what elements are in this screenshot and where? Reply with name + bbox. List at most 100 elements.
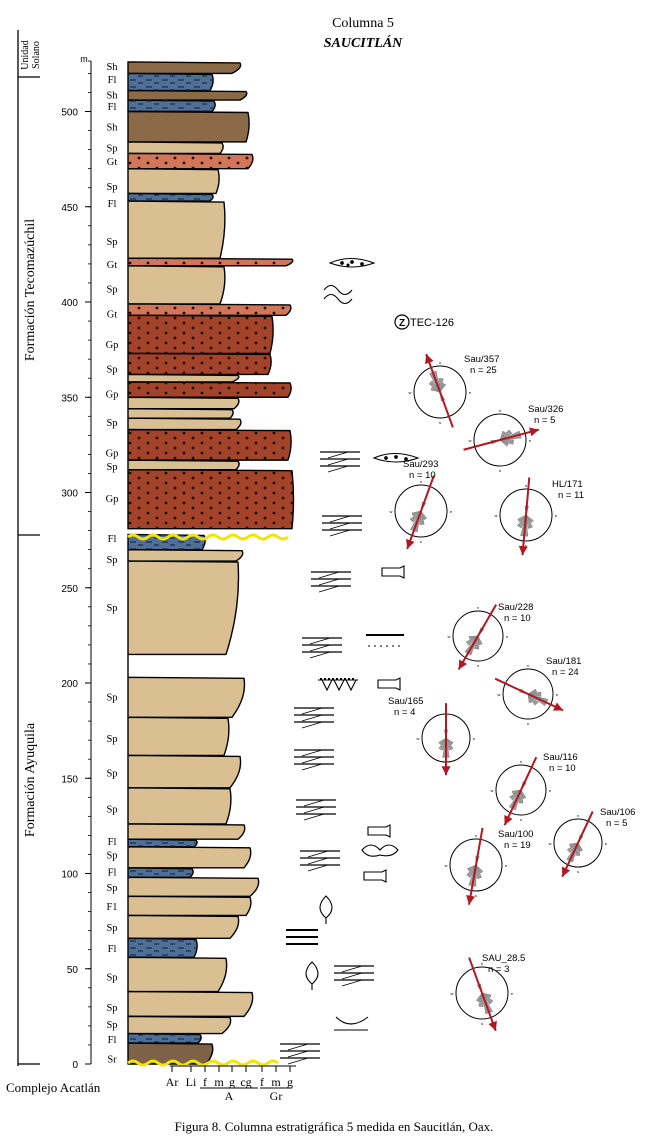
cardinal-label: s (420, 539, 422, 544)
meter-tick-label: 250 (61, 584, 78, 595)
cardinal-label: e (469, 390, 472, 395)
arrow-head (406, 538, 415, 549)
arrow-head (466, 895, 475, 905)
lens-symbol-lower (372, 452, 420, 463)
arrow-head (488, 1020, 497, 1031)
rose-count: n = 11 (558, 490, 584, 501)
paleocurrent-arrow (406, 475, 435, 550)
rose-count: n = 24 (552, 667, 579, 678)
cardinal-label: n (481, 961, 483, 966)
rose-name: Sau/293 (403, 459, 438, 470)
rose-name: Sau/228 (498, 602, 533, 613)
arrow-head (504, 815, 513, 826)
paleocurrent-arrow (494, 677, 564, 712)
unidad-solano-line2: Solano (31, 41, 42, 69)
paleocurrent-arrow (503, 756, 538, 826)
bed-27 (127, 676, 246, 718)
facies-label: Sp (106, 462, 117, 473)
paleocurrent-arrow (468, 827, 484, 905)
trough-symbol (335, 1016, 369, 1025)
bed-39 (127, 956, 228, 993)
plant-fossil-symbol-upper (319, 895, 333, 924)
meter-tick-label: 0 (72, 1060, 78, 1071)
clast-symbol (377, 677, 401, 691)
facies-label: Gp (106, 448, 119, 459)
rose-name: Sau/165 (388, 696, 423, 707)
grain-size-label: cg (240, 1075, 251, 1089)
unidad-solano-line1: Unidad (20, 40, 31, 69)
facies-label: Fl (108, 75, 117, 86)
rose-name: Sau/326 (528, 404, 563, 415)
wavy-lamination-symbol (323, 284, 353, 305)
facies-label: Sh (106, 62, 118, 73)
cross-bed-symbol (280, 1043, 320, 1065)
cardinal-label: s (577, 869, 579, 874)
cross-bed-symbol (322, 515, 362, 537)
cardinal-label: n (439, 360, 441, 365)
arrow-head (441, 766, 451, 776)
cardinal-label: w (549, 841, 552, 846)
paleocurrent-arrow (468, 957, 497, 1032)
paleocurrent-arrow (457, 604, 497, 671)
bed-9 (127, 200, 226, 259)
cardinal-label: w (469, 438, 472, 443)
grain-size-label: f (203, 1075, 207, 1089)
cross-bed-symbol (294, 749, 334, 771)
cardinal-label: n (520, 759, 522, 764)
tecomazuchil-label: Formación Tecomazúchil (23, 219, 38, 361)
rose-count: n = 25 (470, 365, 497, 376)
cardinal-label: e (473, 736, 476, 741)
rose-name: Sau/357 (464, 354, 499, 365)
facies-label: Gt (107, 157, 118, 168)
cross-bed-symbol (296, 799, 336, 821)
grain-size-label: m (271, 1075, 281, 1089)
grain-size-label: f (260, 1075, 264, 1089)
grain-size-label: g (229, 1075, 235, 1089)
cardinal-label: s (520, 817, 522, 822)
structure-symbols (280, 257, 420, 1065)
locality-title: SAUCITLÁN (324, 34, 403, 51)
cross-bed-symbol (300, 850, 340, 872)
facies-label: Gp (106, 340, 119, 351)
bed-15 (127, 373, 240, 383)
rose-name: Sau/116 (543, 752, 578, 763)
cardinal-label: s (439, 420, 441, 425)
arrow-head (529, 427, 539, 437)
bed-37 (127, 914, 240, 939)
lithology-column (127, 61, 295, 1065)
bed-19 (127, 417, 242, 431)
cross-bed-symbol (294, 707, 334, 729)
bed-5 (127, 141, 224, 155)
rose-count: n = 10 (549, 763, 576, 774)
rose-name: Sau/181 (546, 656, 581, 667)
rose-count: n = 3 (488, 964, 509, 975)
bed-18 (127, 407, 234, 419)
bed-41 (127, 1015, 232, 1035)
meter-scale-labels: 0 50 100 150 200 250 300 350 400 450 500 (61, 108, 91, 1071)
cardinal-label: e (605, 841, 608, 846)
arrow-head (518, 545, 528, 556)
meter-tick-label: 100 (61, 870, 78, 881)
cardinal-label: s (499, 468, 501, 473)
clast-symbol (363, 869, 387, 883)
grain-size-label: m (214, 1075, 224, 1089)
facies-label: Fl (108, 944, 117, 955)
meter-tick-label: 400 (61, 298, 78, 309)
facies-label: Sp (106, 769, 117, 780)
bed-2 (127, 89, 248, 101)
arrow-head (425, 354, 434, 365)
cardinal-label: w (417, 736, 420, 741)
grain-size-axis: Ar Li f m g cg f m g (166, 1065, 296, 1089)
rose-count: n = 5 (606, 818, 627, 829)
meter-tick-label: 300 (61, 489, 78, 500)
meter-tick-label: 150 (61, 774, 78, 785)
facies-label: Gp (106, 494, 119, 505)
facies-label: Sp (106, 237, 117, 248)
facies-label: Sp (106, 1020, 117, 1031)
meter-tick-label: 200 (61, 679, 78, 690)
facies-label: Fl (108, 102, 117, 113)
